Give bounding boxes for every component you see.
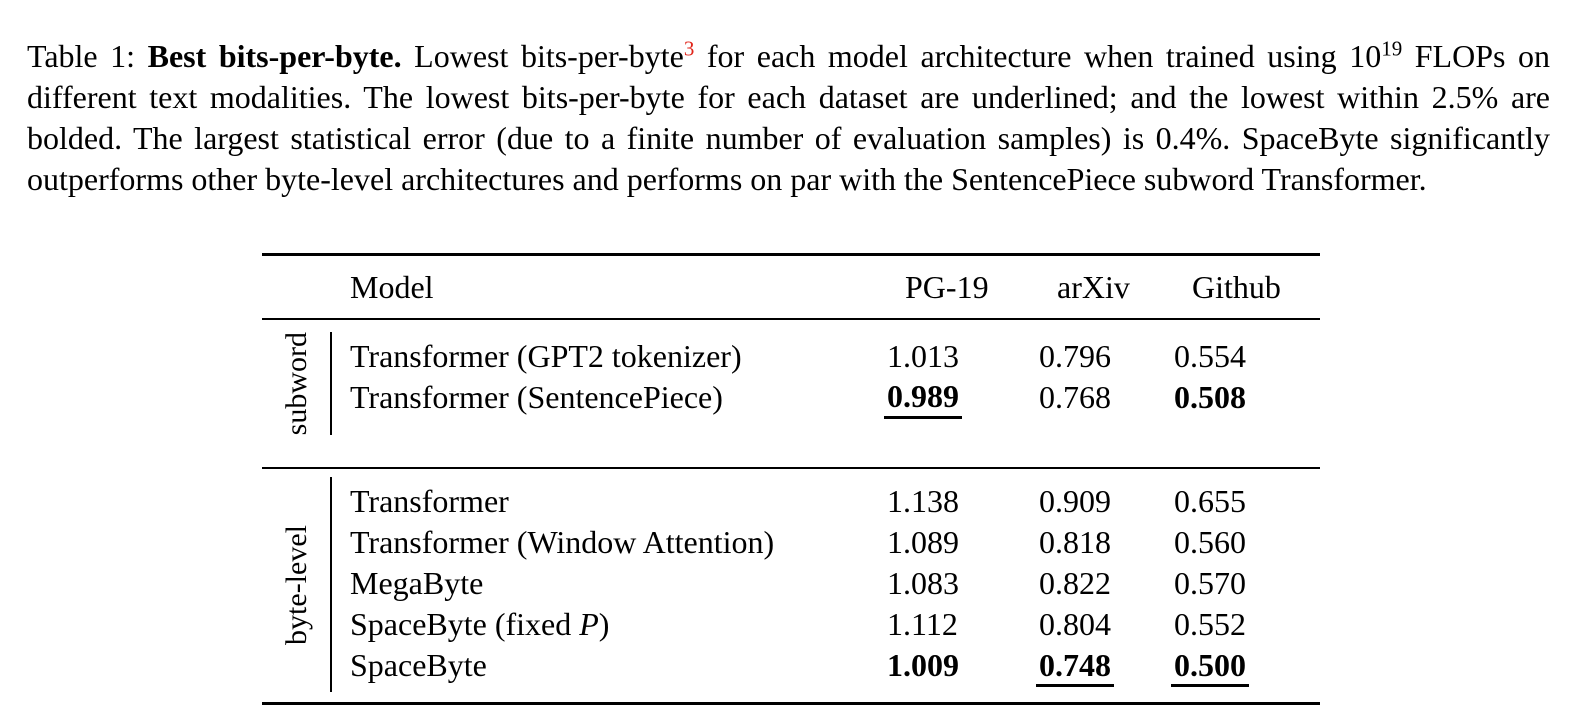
group-label-subword: subword — [279, 332, 313, 436]
value-pg19: 0.989 — [884, 380, 962, 419]
value-pg19: 1.009 — [887, 647, 959, 684]
group-rows: Transformer 1.138 0.909 0.655 Transforme… — [330, 477, 1320, 693]
column-header-pg19: PG-19 — [905, 268, 989, 305]
column-header-github: Github — [1192, 268, 1281, 305]
table-row: SpaceByte (fixed P) 1.112 0.804 0.552 — [350, 604, 1320, 645]
group-byte-level: byte-level Transformer 1.138 0.909 0.655… — [262, 469, 1320, 702]
value-cell: 0.989 — [884, 376, 1039, 419]
value-arxiv: 0.818 — [1039, 524, 1111, 561]
model-name: SpaceByte (fixed P) — [350, 604, 887, 645]
value-github: 0.570 — [1174, 565, 1246, 602]
value-cell: 0.552 — [1174, 604, 1302, 645]
value-cell: 0.822 — [1039, 563, 1174, 604]
value-cell: 0.796 — [1039, 336, 1174, 377]
value-cell: 0.768 — [1039, 377, 1174, 418]
value-github: 0.560 — [1174, 524, 1246, 561]
model-name-text: SpaceByte (fixed — [350, 606, 580, 643]
value-cell: 1.138 — [887, 481, 1039, 522]
flops-exponent: 19 — [1381, 36, 1403, 61]
group-separator-rule — [262, 467, 1320, 470]
table-row: Transformer (Window Attention) 1.089 0.8… — [350, 522, 1320, 563]
value-pg19: 1.138 — [887, 483, 959, 520]
value-cell: 1.083 — [887, 563, 1039, 604]
value-pg19: 1.089 — [887, 524, 959, 561]
value-arxiv: 0.768 — [1039, 379, 1111, 415]
model-name: MegaByte — [350, 565, 484, 602]
value-cell: 0.560 — [1174, 522, 1302, 563]
model-name: Transformer — [350, 483, 509, 520]
value-arxiv: 0.909 — [1039, 483, 1111, 520]
table-row: Transformer (GPT2 tokenizer) 1.013 0.796… — [350, 336, 1320, 377]
value-cell: 1.009 — [887, 645, 1039, 686]
caption-title: Best bits-per-byte. — [147, 38, 402, 74]
model-name: Transformer (GPT2 tokenizer) — [350, 338, 742, 374]
caption-label: Table 1: — [27, 38, 148, 74]
value-cell: 1.013 — [887, 336, 1039, 377]
table-caption: Table 1: Best bits-per-byte. Lowest bits… — [27, 36, 1550, 200]
value-cell: 0.804 — [1039, 604, 1174, 645]
value-cell: 0.818 — [1039, 522, 1174, 563]
value-github: 0.500 — [1171, 648, 1249, 688]
group-subword: subword Transformer (GPT2 tokenizer) 1.0… — [262, 320, 1320, 467]
value-github: 0.552 — [1174, 606, 1246, 643]
value-cell: 0.554 — [1174, 336, 1302, 377]
value-github: 0.508 — [1174, 379, 1246, 415]
caption-text-rest: FLOPs on different text modalities. The … — [27, 38, 1551, 197]
model-name: Transformer (SentencePiece) — [350, 379, 723, 415]
value-github: 0.655 — [1174, 483, 1246, 520]
caption-text-after-footnote: for each model architecture when trained… — [694, 38, 1382, 74]
group-label-byte-level: byte-level — [279, 524, 313, 645]
header-rule — [262, 318, 1320, 320]
value-pg19: 1.083 — [887, 565, 959, 602]
value-cell: 0.570 — [1174, 563, 1302, 604]
table-row: Transformer (SentencePiece) 0.989 0.768 … — [350, 376, 1320, 419]
value-github: 0.554 — [1174, 338, 1246, 374]
group-label-cell: byte-level — [262, 477, 330, 692]
value-cell: 0.748 — [1036, 645, 1174, 688]
footnote-marker: 3 — [683, 36, 695, 61]
group-label-cell: subword — [262, 332, 330, 435]
value-cell: 0.500 — [1171, 645, 1302, 688]
model-name-text: ) — [598, 606, 610, 643]
value-cell: 1.112 — [887, 604, 1039, 645]
results-table: Model PG-19 arXiv Github subword Transfo… — [262, 253, 1320, 706]
table-row: Transformer 1.138 0.909 0.655 — [350, 481, 1320, 522]
value-arxiv: 0.796 — [1039, 338, 1111, 374]
model-name-math-var: P — [579, 606, 599, 643]
table-row: MegaByte 1.083 0.822 0.570 — [350, 563, 1320, 604]
value-cell: 0.508 — [1174, 377, 1302, 418]
value-arxiv: 0.822 — [1039, 565, 1111, 602]
value-arxiv: 0.748 — [1036, 648, 1114, 688]
model-name: Transformer (Window Attention) — [350, 524, 775, 561]
model-name: SpaceByte — [350, 647, 487, 684]
value-cell: 0.909 — [1039, 481, 1174, 522]
value-cell: 0.655 — [1174, 481, 1302, 522]
value-arxiv: 0.804 — [1039, 606, 1111, 643]
table-row: SpaceByte 1.009 0.748 0.500 — [350, 645, 1320, 688]
top-rule — [262, 253, 1320, 256]
column-header-model: Model — [350, 268, 434, 305]
column-header-arxiv: arXiv — [1057, 268, 1130, 305]
value-pg19: 1.013 — [887, 338, 959, 374]
table-header-row: Model PG-19 arXiv Github — [262, 256, 1320, 318]
group-rows: Transformer (GPT2 tokenizer) 1.013 0.796… — [330, 332, 1320, 436]
caption-text-pre-footnote: Lowest bits-per-byte — [401, 38, 684, 74]
value-pg19: 1.112 — [887, 606, 958, 643]
bottom-rule — [262, 702, 1320, 706]
value-cell: 1.089 — [887, 522, 1039, 563]
